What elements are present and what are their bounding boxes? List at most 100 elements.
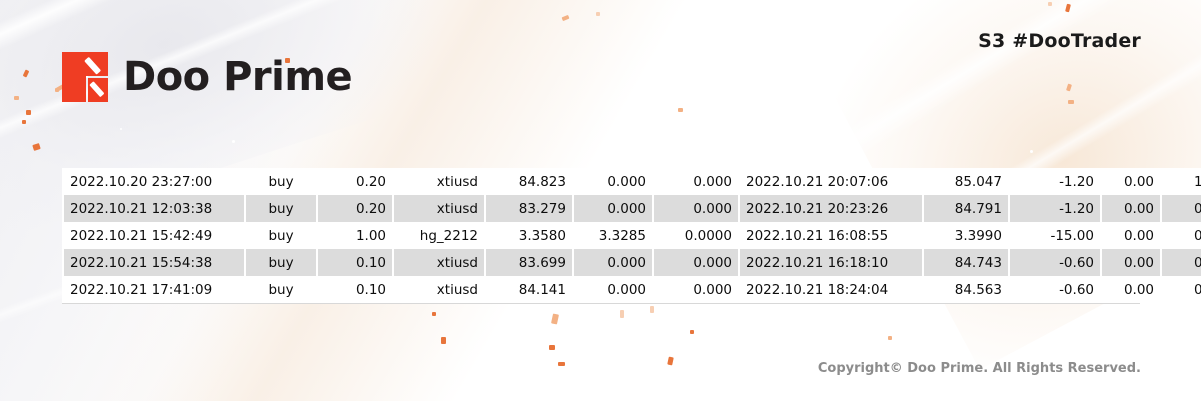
session-tag: S3 #DooTrader xyxy=(978,30,1141,52)
cell-swap: 0.00 xyxy=(1162,249,1201,276)
cell-open-price: 83.699 xyxy=(486,249,572,276)
cell-type: buy xyxy=(246,195,316,222)
cell-symbol: xtiusd xyxy=(394,195,484,222)
confetti-dot xyxy=(1065,3,1071,13)
cell-stop-loss: 0.000 xyxy=(574,249,652,276)
confetti-dot xyxy=(620,310,624,318)
cell-close-time: 2022.10.21 18:24:04 xyxy=(740,276,922,303)
cell-type: buy xyxy=(246,168,316,195)
cell-open-time: 2022.10.21 15:42:49 xyxy=(64,222,244,249)
doo-prime-flag-logo-icon xyxy=(62,52,108,102)
cell-commission: -1.20 xyxy=(1010,168,1100,195)
cell-take-profit: 0.000 xyxy=(654,168,738,195)
cell-taxes: 0.00 xyxy=(1102,222,1160,249)
cell-taxes: 0.00 xyxy=(1102,168,1160,195)
cell-taxes: 0.00 xyxy=(1102,195,1160,222)
sparkle-dot xyxy=(1030,150,1033,153)
sparkle-dot xyxy=(120,128,122,130)
cell-symbol: xtiusd xyxy=(394,249,484,276)
table-row[interactable]: 2022.10.21 12:03:38 buy 0.20 xtiusd 83.2… xyxy=(64,195,1201,222)
cell-close-time: 2022.10.21 20:07:06 xyxy=(740,168,922,195)
confetti-dot xyxy=(650,306,654,313)
cell-take-profit: 0.000 xyxy=(654,249,738,276)
cell-swap: 0.00 xyxy=(1162,195,1201,222)
cell-open-price: 84.823 xyxy=(486,168,572,195)
cell-close-time: 2022.10.21 16:18:10 xyxy=(740,249,922,276)
confetti-dot xyxy=(551,313,559,325)
trades-table-container: 2022.10.20 23:27:00 buy 0.20 xtiusd 84.8… xyxy=(62,168,1201,304)
cell-open-time: 2022.10.20 23:27:00 xyxy=(64,168,244,195)
confetti-dot xyxy=(678,108,683,112)
confetti-dot xyxy=(432,312,436,316)
cell-symbol: xtiusd xyxy=(394,276,484,303)
cell-open-price: 3.3580 xyxy=(486,222,572,249)
cell-stop-loss: 0.000 xyxy=(574,276,652,303)
cell-close-time: 2022.10.21 20:23:26 xyxy=(740,195,922,222)
confetti-dot xyxy=(561,14,570,22)
confetti-dot xyxy=(26,110,31,115)
cell-volume: 0.10 xyxy=(318,249,392,276)
confetti-dot xyxy=(549,345,555,350)
confetti-dot xyxy=(55,88,59,92)
cell-take-profit: 0.000 xyxy=(654,195,738,222)
confetti-dot xyxy=(1048,2,1052,6)
table-bottom-divider xyxy=(62,303,1140,304)
table-row[interactable]: 2022.10.21 17:41:09 buy 0.10 xtiusd 84.1… xyxy=(64,276,1201,303)
table-row[interactable]: 2022.10.21 15:54:38 buy 0.10 xtiusd 83.6… xyxy=(64,249,1201,276)
brand-wordmark-part1: Doo Pr xyxy=(123,54,272,100)
cell-volume: 0.20 xyxy=(318,195,392,222)
confetti-dot xyxy=(32,143,41,151)
confetti-dot xyxy=(690,330,694,334)
cell-commission: -1.20 xyxy=(1010,195,1100,222)
cell-commission: -0.60 xyxy=(1010,249,1100,276)
confetti-dot xyxy=(22,120,26,124)
cell-swap: 1.34 xyxy=(1162,168,1201,195)
cell-taxes: 0.00 xyxy=(1102,276,1160,303)
brand-wordmark: Doo Pr.ime xyxy=(123,54,353,100)
cell-volume: 1.00 xyxy=(318,222,392,249)
confetti-dot xyxy=(1068,100,1074,104)
cell-open-time: 2022.10.21 17:41:09 xyxy=(64,276,244,303)
cell-symbol: hg_2212 xyxy=(394,222,484,249)
brand-wordmark-part2: ime xyxy=(271,54,353,100)
cell-open-price: 84.141 xyxy=(486,276,572,303)
confetti-dot xyxy=(14,96,19,100)
cell-type: buy xyxy=(246,222,316,249)
trades-table-body: 2022.10.20 23:27:00 buy 0.20 xtiusd 84.8… xyxy=(64,168,1201,303)
cell-close-price: 85.047 xyxy=(924,168,1008,195)
cell-type: buy xyxy=(246,276,316,303)
cell-commission: -15.00 xyxy=(1010,222,1100,249)
cell-swap: 0.00 xyxy=(1162,222,1201,249)
confetti-dot xyxy=(441,337,446,344)
cell-stop-loss: 0.000 xyxy=(574,168,652,195)
cell-volume: 0.20 xyxy=(318,168,392,195)
cell-stop-loss: 0.000 xyxy=(574,195,652,222)
cell-swap: 0.00 xyxy=(1162,276,1201,303)
table-row[interactable]: 2022.10.20 23:27:00 buy 0.20 xtiusd 84.8… xyxy=(64,168,1201,195)
cell-close-time: 2022.10.21 16:08:55 xyxy=(740,222,922,249)
cell-commission: -0.60 xyxy=(1010,276,1100,303)
copyright-notice: Copyright© Doo Prime. All Rights Reserve… xyxy=(817,361,1141,376)
cell-close-price: 84.563 xyxy=(924,276,1008,303)
confetti-dot xyxy=(22,69,30,78)
confetti-dot xyxy=(596,12,600,16)
cell-open-time: 2022.10.21 15:54:38 xyxy=(64,249,244,276)
confetti-dot xyxy=(558,362,565,366)
sparkle-dot xyxy=(232,140,235,143)
cell-symbol: xtiusd xyxy=(394,168,484,195)
cell-type: buy xyxy=(246,249,316,276)
cell-close-price: 3.3990 xyxy=(924,222,1008,249)
confetti-dot xyxy=(1066,83,1072,92)
cell-close-price: 84.743 xyxy=(924,249,1008,276)
cell-open-price: 83.279 xyxy=(486,195,572,222)
confetti-dot xyxy=(667,356,674,366)
cell-stop-loss: 3.3285 xyxy=(574,222,652,249)
cell-taxes: 0.00 xyxy=(1102,249,1160,276)
cell-open-time: 2022.10.21 12:03:38 xyxy=(64,195,244,222)
table-row[interactable]: 2022.10.21 15:42:49 buy 1.00 hg_2212 3.3… xyxy=(64,222,1201,249)
confetti-dot xyxy=(888,336,892,340)
brand-logo: Doo Pr.ime xyxy=(62,52,353,102)
trades-table: 2022.10.20 23:27:00 buy 0.20 xtiusd 84.8… xyxy=(62,168,1201,303)
cell-take-profit: 0.000 xyxy=(654,276,738,303)
